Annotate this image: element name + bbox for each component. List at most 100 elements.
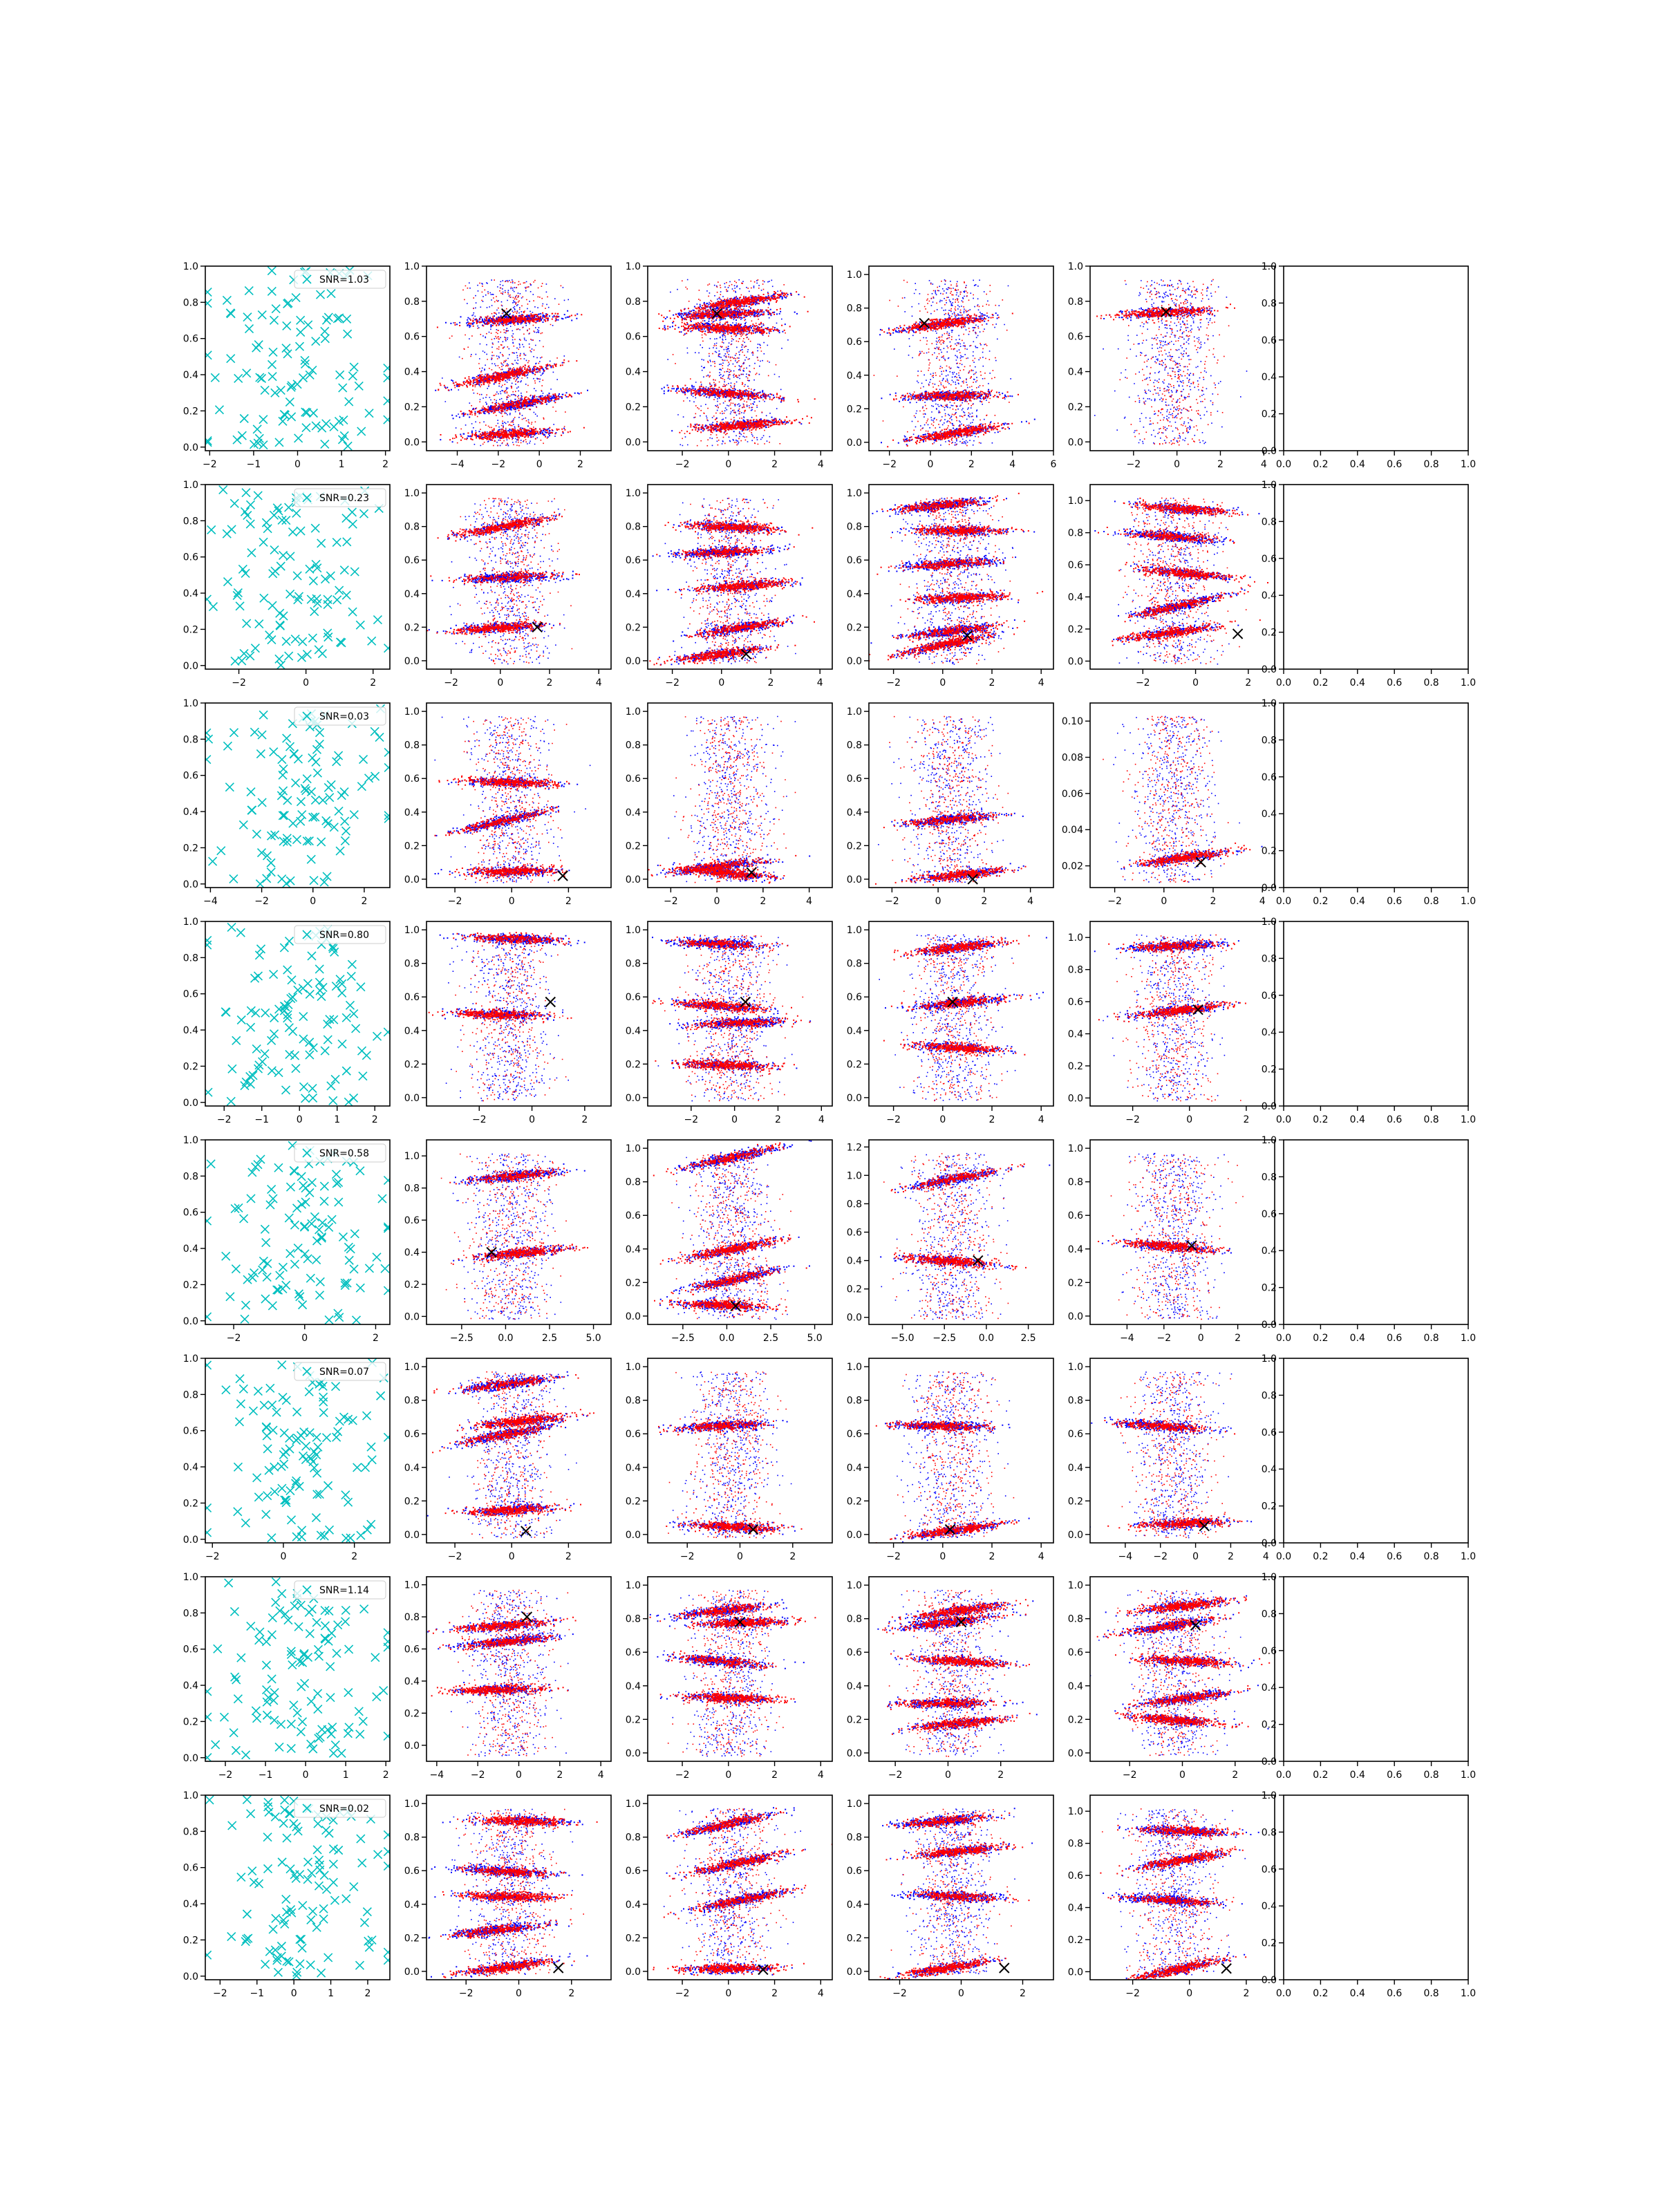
x-marker [317, 1968, 326, 1978]
x-marker [236, 928, 245, 937]
y-tick-label: 0.6 [847, 555, 862, 566]
x-marker [274, 654, 284, 664]
x-tick-label: 2 [383, 1770, 389, 1781]
x-marker [232, 590, 242, 601]
x-marker [347, 959, 357, 969]
x-marker [263, 1797, 273, 1808]
x-marker [281, 1895, 291, 1904]
x-marker [244, 324, 254, 334]
x-marker [342, 537, 352, 547]
x-marker [227, 1821, 237, 1830]
plot-area [1100, 1808, 1259, 1980]
x-marker [279, 943, 289, 953]
x-marker [290, 1220, 300, 1230]
x-tick-label: 0 [928, 459, 934, 470]
x-marker [240, 1314, 250, 1324]
y-tick-label: 0.8 [404, 1396, 420, 1407]
x-marker [283, 1010, 292, 1020]
x-marker [333, 1427, 343, 1436]
y-tick-label: 0.8 [183, 1826, 198, 1837]
x-marker [372, 1692, 382, 1702]
x-marker [1161, 306, 1172, 317]
x-marker [256, 373, 267, 384]
x-marker [263, 1491, 272, 1501]
y-tick-label: 0.4 [404, 589, 420, 600]
x-tick-label: −2 [888, 1770, 903, 1781]
x-marker [234, 373, 243, 384]
x-marker [253, 1387, 263, 1396]
x-marker [297, 653, 307, 662]
x-marker [269, 1029, 279, 1039]
x-tick-label: −2 [684, 1114, 699, 1125]
red-points [883, 935, 1031, 1102]
y-tick-label: 1.0 [1068, 1362, 1083, 1373]
x-marker [289, 749, 299, 759]
y-tick-label: 0.0 [626, 1748, 641, 1759]
x-marker [251, 1706, 261, 1716]
x-tick-label: 0.6 [1387, 1333, 1402, 1344]
y-tick-label: 0.6 [847, 1228, 862, 1239]
panel-r7-c3: −2 0 2 4 0.0 0.2 0.4 0.6 0.8 1.0 [626, 1576, 833, 1781]
x-marker [308, 576, 318, 585]
x-marker [325, 793, 335, 803]
y-tick-label: 1.0 [847, 706, 862, 718]
x-marker [326, 1662, 335, 1671]
axes-frame [868, 921, 1054, 1107]
y-tick-label: 0.4 [404, 1248, 420, 1259]
y-tick-label: 0.8 [404, 1833, 420, 1844]
x-tick-label: 2 [989, 1114, 995, 1125]
x-tick-label: −2 [205, 1551, 220, 1562]
x-marker [229, 874, 238, 883]
x-marker [242, 1909, 252, 1919]
y-tick-label: 0.6 [1068, 332, 1083, 343]
axes-frame [205, 1358, 391, 1544]
x-marker [206, 1159, 216, 1169]
x-marker [205, 1795, 214, 1805]
x-tick-label: −2 [675, 1770, 690, 1781]
blue-points [659, 1140, 812, 1320]
y-tick-label: 1.0 [1262, 698, 1277, 709]
x-marker [383, 1862, 390, 1871]
y-tick-label: 0.8 [1262, 1172, 1277, 1183]
y-tick-label: 0.2 [1262, 628, 1277, 639]
x-marker [326, 289, 336, 299]
axes-frame [647, 265, 833, 451]
y-tick-label: 0.0 [1262, 883, 1277, 894]
x-marker [306, 1739, 316, 1749]
legend-label: SNR=0.07 [319, 1367, 369, 1378]
x-marker [275, 608, 285, 618]
y-tick-label: 0.4 [847, 589, 862, 600]
x-marker [250, 1268, 259, 1278]
x-tick-label: 0 [1186, 1988, 1192, 1999]
x-marker [279, 1428, 289, 1438]
x-tick-label: 0 [958, 1988, 964, 1999]
y-tick-label: 0.4 [626, 807, 641, 818]
x-marker [384, 811, 390, 821]
x-marker [262, 874, 272, 883]
x-marker [263, 1833, 272, 1842]
y-tick-label: 0.0 [404, 1741, 420, 1752]
axes-frame [1089, 1358, 1275, 1544]
y-tick-label: 0.0 [626, 874, 641, 885]
y-tick-label: 1.0 [847, 1170, 862, 1181]
x-marker [268, 601, 277, 610]
x-marker [239, 648, 249, 658]
axes-frame [647, 1576, 833, 1762]
x-marker [341, 1066, 351, 1076]
red-points [649, 1590, 816, 1757]
axes-frame [426, 265, 612, 451]
x-tick-label: −2 [885, 896, 899, 907]
x-tick-label: 2 [1235, 1333, 1241, 1344]
x-marker [234, 1417, 245, 1427]
y-tick-label: 0.2 [626, 1933, 641, 1944]
x-marker [281, 1609, 290, 1619]
x-tick-label: 0 [529, 1114, 535, 1125]
x-marker [298, 373, 308, 383]
x-marker [242, 1934, 252, 1944]
x-tick-label: 4 [596, 677, 602, 688]
y-tick-label: 1.0 [1262, 917, 1277, 928]
y-tick-label: 0.4 [847, 371, 862, 382]
y-tick-label: 0.8 [626, 1614, 641, 1625]
x-marker [263, 1864, 273, 1874]
panel-r2-c3: −2 0 2 4 0.0 0.2 0.4 0.6 0.8 1.0 [626, 484, 833, 688]
